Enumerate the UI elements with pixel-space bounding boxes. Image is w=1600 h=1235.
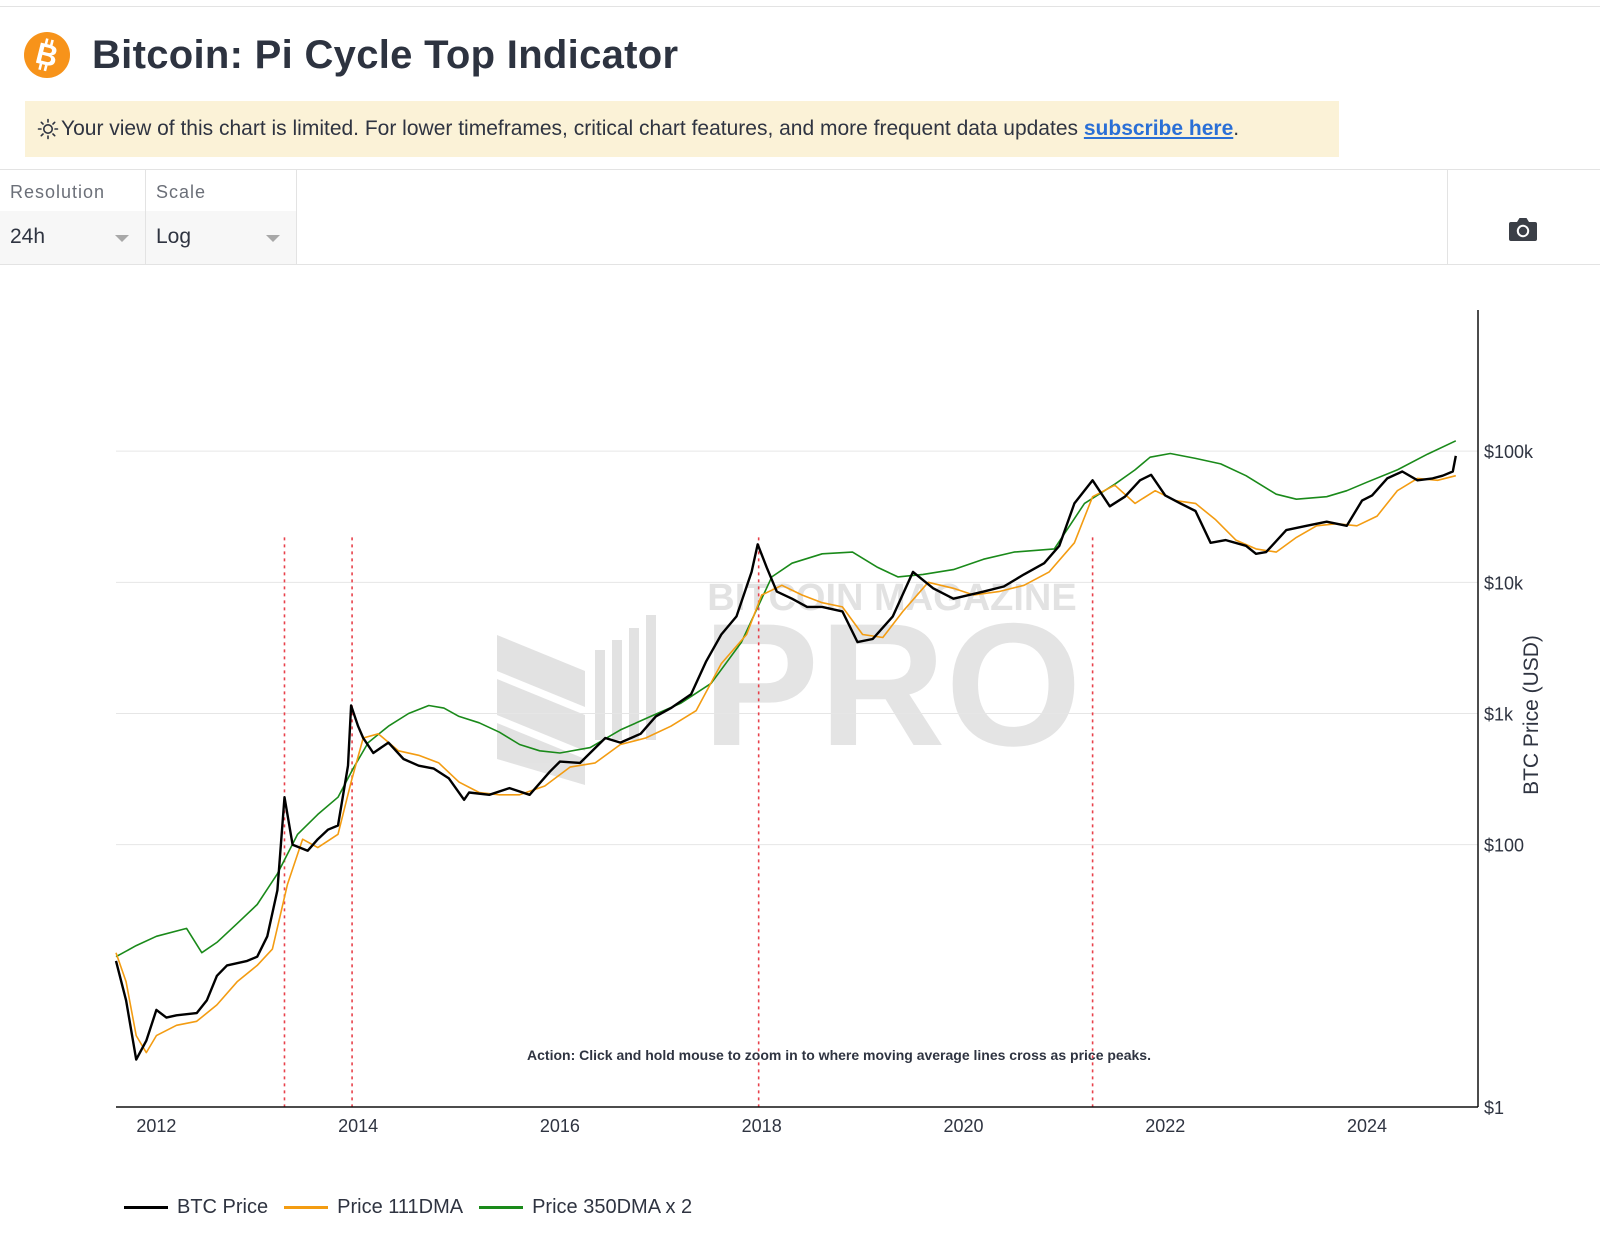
x-tick-label: 2020 bbox=[943, 1116, 983, 1136]
y-tick-label: $1 bbox=[1484, 1098, 1504, 1118]
watermark: BITCOIN MAGAZINE PRO bbox=[497, 577, 1082, 785]
watermark-main-text: PRO bbox=[702, 588, 1081, 783]
axes: $1 $100 $1k $10k $100k 2012 2014 2016 2018 2020 20… bbox=[116, 310, 1534, 1136]
notice-suffix: . bbox=[1233, 117, 1240, 140]
y-tick-label: $100k bbox=[1484, 442, 1534, 462]
chevron-down-icon bbox=[266, 235, 280, 242]
limited-view-notice: Your view of this chart is limited. For … bbox=[25, 101, 1339, 157]
legend-swatch bbox=[479, 1206, 524, 1209]
top-divider bbox=[0, 6, 1600, 7]
resolution-value: 24h bbox=[10, 225, 46, 248]
sun-icon bbox=[37, 118, 59, 140]
legend-label: BTC Price bbox=[177, 1196, 269, 1218]
legend-item[interactable]: BTC Price bbox=[124, 1196, 268, 1219]
scale-value: Log bbox=[156, 225, 192, 248]
y-axis-label: BTC Price (USD) bbox=[1520, 635, 1543, 795]
y-tick-label: $100 bbox=[1484, 836, 1524, 856]
scale-dropdown[interactable]: Log bbox=[146, 211, 296, 264]
x-tick-label: 2016 bbox=[540, 1116, 580, 1136]
resolution-select[interactable]: Resolution 24h bbox=[0, 170, 146, 264]
chart-legend: BTC Price Price 111DMA Price 350DMA x 2 bbox=[124, 1196, 708, 1219]
x-tick-label: 2014 bbox=[338, 1116, 378, 1136]
legend-item[interactable]: Price 350DMA x 2 bbox=[479, 1196, 692, 1219]
series-line-btc-price bbox=[114, 455, 1457, 1061]
series-line-price-111dma bbox=[115, 474, 1456, 1054]
page-title: Bitcoin: Pi Cycle Top Indicator bbox=[92, 32, 679, 77]
y-tick-label: $10k bbox=[1484, 573, 1524, 593]
page-header: B Bitcoin: Pi Cycle Top Indicator bbox=[24, 30, 678, 80]
scale-select[interactable]: Scale Log bbox=[146, 170, 297, 264]
legend-swatch bbox=[284, 1206, 329, 1209]
x-tick-label: 2012 bbox=[136, 1116, 176, 1136]
watermark-logo bbox=[497, 615, 656, 785]
resolution-label: Resolution bbox=[10, 182, 106, 202]
legend-item[interactable]: Price 111DMA bbox=[284, 1196, 463, 1219]
x-tick-label: 2022 bbox=[1145, 1116, 1185, 1136]
x-tick-label: 2018 bbox=[742, 1116, 782, 1136]
legend-label: Price 111DMA bbox=[337, 1196, 464, 1218]
resolution-dropdown[interactable]: 24h bbox=[0, 211, 145, 264]
pi-cycle-chart[interactable]: BITCOIN MAGAZINE PRO $1 $100 $1k $10k $100k 2… bbox=[0, 265, 1600, 1185]
grid-lines bbox=[116, 450, 1478, 846]
series-lines bbox=[114, 440, 1457, 1061]
camera-icon[interactable] bbox=[1508, 216, 1538, 242]
y-tick-label: $1k bbox=[1484, 705, 1514, 725]
chart-controls: Resolution 24h Scale Log bbox=[0, 169, 1600, 265]
legend-swatch bbox=[124, 1206, 168, 1209]
x-tick-label: 2024 bbox=[1347, 1116, 1387, 1136]
chevron-down-icon bbox=[115, 235, 129, 242]
notice-text: Your view of this chart is limited. For … bbox=[61, 117, 1079, 140]
legend-label: Price 350DMA x 2 bbox=[532, 1196, 693, 1218]
bitcoin-icon: B bbox=[24, 32, 70, 78]
chart-annotation: Action: Click and hold mouse to zoom in … bbox=[527, 1047, 1151, 1063]
scale-label: Scale bbox=[156, 182, 207, 202]
controls-divider bbox=[1447, 170, 1448, 264]
subscribe-link[interactable]: subscribe here bbox=[1083, 117, 1234, 140]
